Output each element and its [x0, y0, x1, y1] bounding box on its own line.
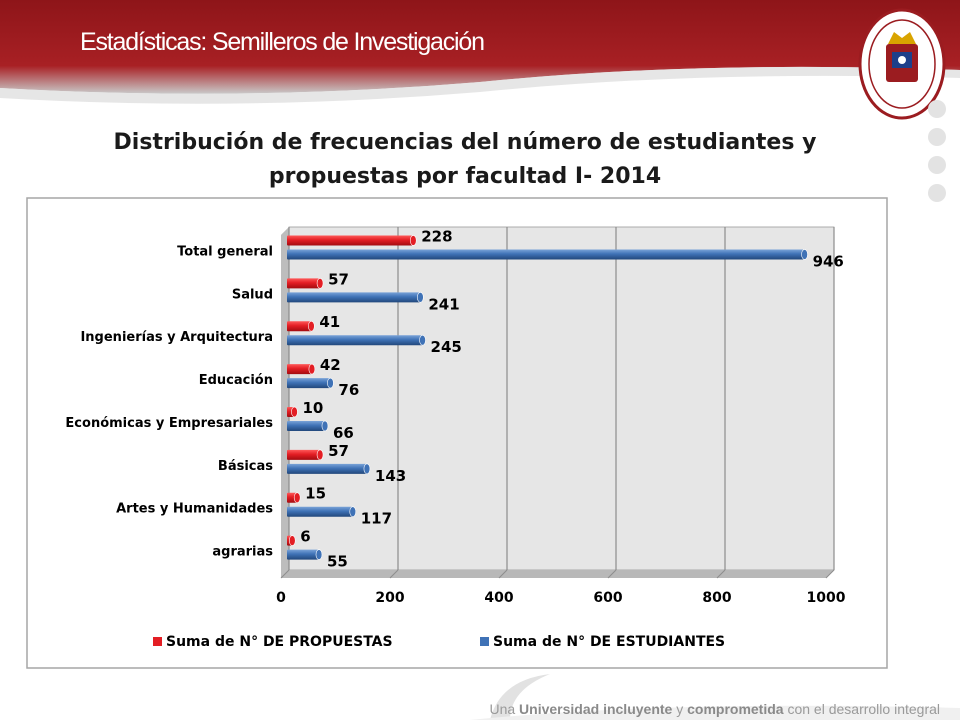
- bar: [287, 321, 312, 332]
- bar-cap: [308, 320, 315, 332]
- bar-cap: [288, 535, 296, 546]
- data-label: 55: [327, 553, 348, 571]
- gridline-floor: [498, 569, 508, 579]
- bar-cap: [419, 334, 426, 346]
- bar: [287, 420, 325, 431]
- x-tick-label: 600: [593, 590, 622, 606]
- bar-cap: [409, 235, 417, 246]
- footer-swoosh: [470, 674, 960, 720]
- footer-prefix: Una: [489, 701, 520, 717]
- bar-cap: [801, 249, 808, 260]
- data-label: 15: [305, 485, 326, 503]
- data-label: 245: [431, 338, 462, 356]
- legend-label-estudiantes: Suma de N° DE ESTUDIANTES: [493, 634, 725, 650]
- footer-suffix: con el desarrollo integral: [783, 701, 940, 717]
- bar: [287, 249, 805, 260]
- plot-side-wall: [281, 227, 289, 578]
- x-tick-label: 0: [276, 590, 286, 606]
- bar-cap: [316, 278, 324, 289]
- bar: [287, 335, 423, 346]
- bar: [287, 449, 321, 460]
- data-label: 41: [319, 313, 340, 331]
- category-label: Total general: [177, 244, 273, 259]
- data-label: 117: [361, 510, 392, 528]
- plot-floor: [281, 570, 834, 578]
- x-tick-label: 1000: [807, 590, 846, 606]
- gridline-floor: [389, 569, 399, 579]
- university-seal-logo: [858, 8, 946, 120]
- slide-title: Estadísticas: Semilleros de Investigació…: [80, 28, 485, 56]
- category-label: Educación: [199, 373, 273, 388]
- gridline-floor: [716, 569, 726, 579]
- bar-cap: [349, 506, 357, 517]
- chart-title: Distribución de frecuencias del número d…: [40, 126, 890, 194]
- bar-cap: [327, 377, 334, 389]
- bar-cap: [315, 549, 323, 560]
- data-label: 241: [428, 295, 459, 313]
- gridline-floor: [607, 569, 617, 579]
- category-label: Básicas: [218, 459, 273, 474]
- footer-tagline: Una Universidad incluyente y comprometid…: [489, 701, 940, 717]
- decorative-dots: [928, 100, 946, 212]
- chart-title-line2: propuestas por facultad I- 2014: [268, 164, 662, 189]
- data-label: 42: [320, 356, 341, 374]
- legend-label-propuestas: Suma de N° DE PROPUESTAS: [166, 634, 393, 650]
- chart-title-line1: Distribución de frecuencias del número d…: [113, 130, 817, 155]
- bar: [287, 364, 312, 375]
- bar-cap: [308, 363, 316, 375]
- data-label: 143: [375, 467, 406, 485]
- data-label: 6: [300, 528, 310, 546]
- header-band: [0, 0, 960, 104]
- gridline-floor: [825, 569, 835, 579]
- legend-swatch-propuestas: [153, 637, 162, 646]
- category-label: Artes y Humanidades: [116, 502, 273, 517]
- x-tick-label: 200: [375, 590, 404, 606]
- bar: [287, 506, 353, 517]
- footer-bold-2: comprometida: [687, 701, 784, 717]
- category-label: agrarias: [212, 545, 273, 560]
- bar: [287, 378, 331, 389]
- bar: [287, 463, 367, 474]
- bar-cap: [417, 292, 424, 303]
- data-label: 228: [421, 227, 452, 245]
- bar: [287, 235, 414, 246]
- data-label: 946: [813, 252, 844, 270]
- bar-cap: [291, 406, 298, 418]
- footer-bold-1: Universidad incluyente: [519, 701, 673, 717]
- bar-cap: [293, 492, 301, 503]
- category-label: Económicas y Empresariales: [65, 416, 273, 431]
- bar: [287, 292, 421, 303]
- bar: [287, 278, 321, 289]
- data-label: 66: [333, 424, 354, 442]
- data-label: 57: [328, 270, 349, 288]
- data-label: 76: [338, 381, 359, 399]
- x-tick-label: 800: [702, 590, 731, 606]
- category-label: Salud: [232, 287, 273, 302]
- footer-mid: y: [672, 701, 688, 717]
- bar-cap: [321, 420, 329, 432]
- legend-swatch-estudiantes: [480, 637, 489, 646]
- bar-cap: [316, 449, 324, 461]
- bar-cap: [363, 463, 371, 475]
- data-label: 57: [328, 442, 349, 460]
- bar: [287, 549, 319, 560]
- category-label: Ingenierías y Arquitectura: [80, 330, 273, 345]
- x-tick-label: 400: [484, 590, 513, 606]
- bar-chart: 0 200 400 600 800 1000 Total general 228 946 Salu…: [26, 197, 888, 669]
- data-label: 10: [302, 399, 323, 417]
- gridline-floor: [280, 569, 290, 579]
